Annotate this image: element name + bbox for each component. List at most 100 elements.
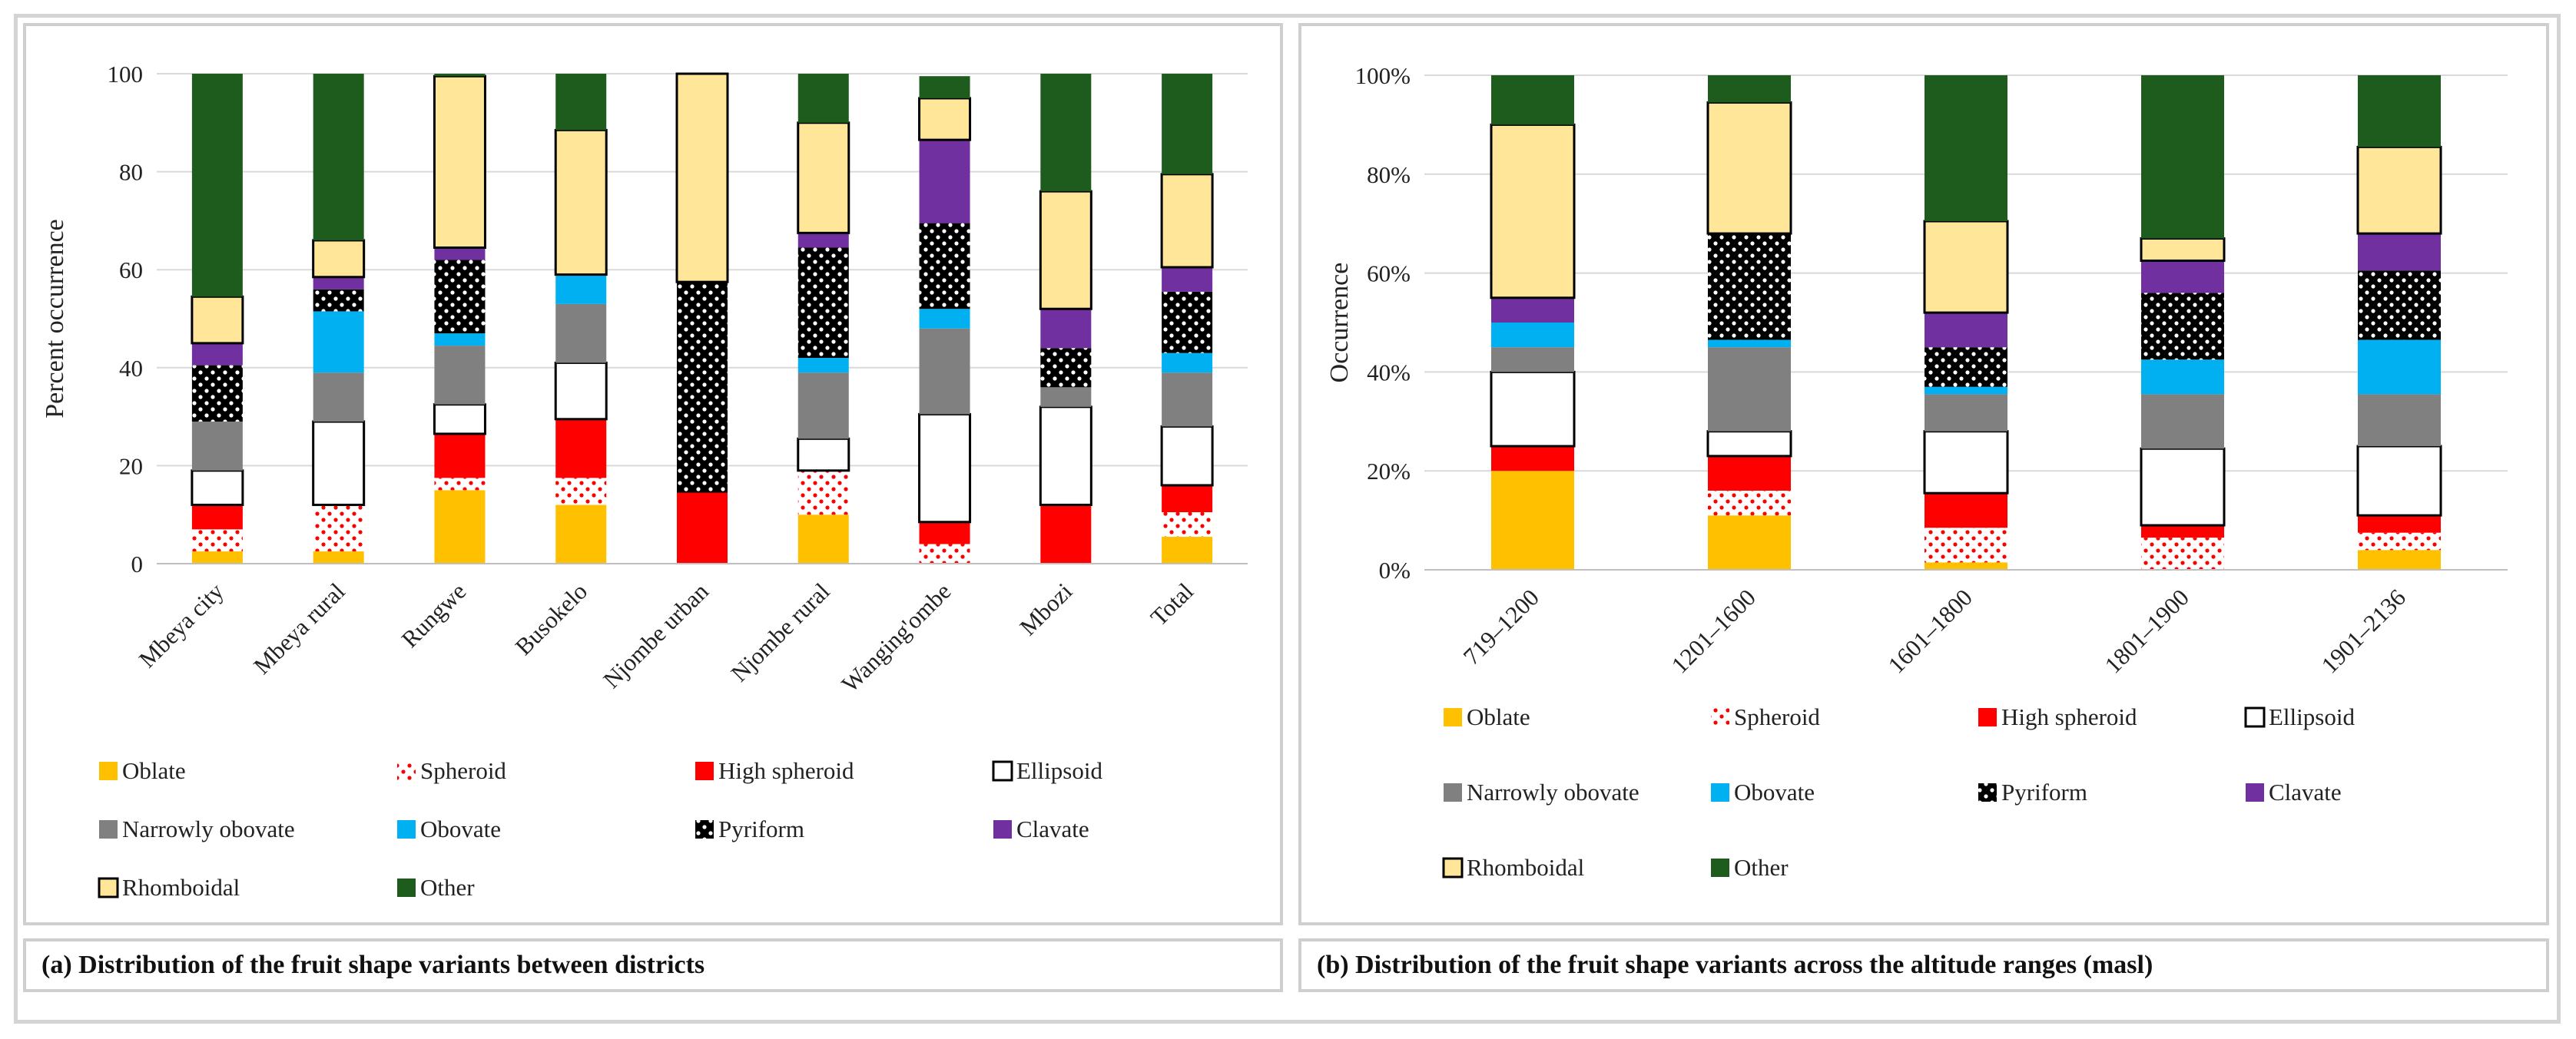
bar-segment-spheroid [1708,490,1791,516]
bar-segment-obovate [919,309,970,329]
bar-segment-narrowly-obovate [1491,347,1574,372]
bar-segment-clavate [313,276,364,290]
bar-segment-narrowly-obovate [555,303,607,363]
bar-segment-clavate [2358,233,2441,271]
bar-segment-ellipsoid [2356,445,2442,517]
bar-segment-other [313,74,364,240]
bar-segment-oblate [434,490,486,564]
legend-swatch-spheroid [397,762,416,780]
legend-label-spheroid: Spheroid [420,757,506,784]
legend-label-obovate: Obovate [1734,779,1815,806]
x-tick-label: Njombe urban [598,577,714,693]
y-axis-label: Percent occurrence [41,219,69,419]
bar-segment-pyriform [1040,348,1092,388]
bar-segment-clavate [2141,260,2224,293]
bar-segment-pyriform [1708,233,1791,340]
bar-segment-rhomboidal [1160,173,1214,269]
bar-segment-ellipsoid [554,361,608,421]
legend-swatch-other [397,879,416,897]
bar-segment-obovate [1162,352,1213,373]
chart-b-svg: 0% 20% 40% 60% 80% 100% Occurrence 719–1200 1201… [1325,62,2508,881]
x-tick-label: 1201–1600 [1666,584,1761,678]
bar-segment-ellipsoid [1039,405,1092,506]
bar-segment-ellipsoid [1490,370,1576,448]
legend-swatch-spheroid [1711,708,1729,726]
y-tick-label: 60% [1367,260,1411,287]
bar-segment-obovate [313,311,364,373]
caption-b-text: (b) Distribution of the fruit shape vari… [1317,951,2153,979]
bar-segment-rhomboidal [1490,123,1576,299]
bar-segment-pyriform [919,223,970,309]
bar-segment-other [797,74,849,123]
caption-a-text: (a) Distribution of the fruit shape vari… [41,951,705,979]
bar-segment-pyriform [797,247,849,359]
bar-segment-rhomboidal [1039,190,1092,310]
bar-segment-other [434,74,486,77]
legend-swatch-clavate [2246,783,2264,802]
bar-segment-clavate [191,342,243,366]
bar-segment-ellipsoid [918,412,972,524]
legend-label-clavate: Clavate [1016,816,1089,842]
bar-segment-other [555,74,607,131]
bar-segment-ellipsoid [433,403,486,435]
legend-label-rhomboidal: Rhomboidal [1467,854,1584,881]
bar-segment-rhomboidal [554,128,608,276]
x-tick-label: Rungwe [396,577,472,653]
legend-swatch-oblate [1444,708,1462,726]
bar-segment-rhomboidal [191,295,244,345]
bar-segment-clavate [1491,297,1574,323]
bar-segment-other [1040,74,1092,192]
bar-segment-obovate [797,358,849,373]
bar-segment-obovate [555,274,607,304]
bar-segment-clavate [1040,309,1092,349]
bar-segment-ellipsoid [1706,430,1792,458]
bar-segment-pyriform [434,260,486,334]
bar-segment-spheroid [434,478,486,491]
legend-swatch-rhomboidal [1442,857,1464,879]
x-tick-label: 1901–2136 [2316,584,2411,678]
bar-segment-pyriform [1925,347,2007,387]
caption-b: (b) Distribution of the fruit shape vari… [1298,938,2549,992]
bar-segment-high-spheroid [1162,485,1213,513]
bar-segment-narrowly-obovate [313,372,364,422]
legend-label-narrowly-obovate: Narrowly obovate [1467,779,1639,806]
legend-label-rhomboidal: Rhomboidal [122,874,240,901]
bar-segment-pyriform [2358,270,2441,340]
y-tick-label: 60 [119,256,143,283]
legend-swatch-ellipsoid [992,760,1013,782]
legend-swatch-high-spheroid [1978,708,1997,726]
legend-swatch-pyriform [695,820,714,839]
bar-segment-other [1491,75,1574,125]
x-tick-label: 719–1200 [1458,584,1544,670]
legend-swatch-ellipsoid [2244,706,2266,728]
x-tick-label: Total [1145,577,1198,630]
bar-segment-other [919,76,970,98]
bar-segment-obovate [2358,339,2441,395]
y-tick-label: 100 [108,61,144,88]
bar-segment-oblate [1925,562,2007,570]
bar-segment-rhomboidal [433,74,486,249]
bar-segment-rhomboidal [675,72,729,283]
bar-segment-rhomboidal [2356,145,2442,235]
bar-segment-pyriform [2141,293,2224,360]
legend-label-oblate: Oblate [1467,703,1530,730]
y-tick-label: 100% [1355,62,1411,89]
bar-segment-pyriform [191,365,243,422]
bar-segment-rhomboidal [1706,101,1792,235]
legend-swatch-obovate [397,820,416,839]
bar-segment-rhomboidal [1923,220,2009,314]
bar-segment-narrowly-obovate [797,372,849,439]
legend-label-high-spheroid: High spheroid [2001,703,2137,730]
legend-label-narrowly-obovate: Narrowly obovate [122,816,295,842]
bar-segment-high-spheroid [434,433,486,478]
bar-segment-clavate [434,247,486,260]
legend-swatch-obovate [1711,783,1729,802]
bar-segment-obovate [1708,339,1791,348]
bar-segment-other [2141,75,2224,239]
legend-label-high-spheroid: High spheroid [718,757,854,784]
bar-segment-oblate [797,515,849,564]
y-tick-label: 40 [119,355,143,382]
bar-segment-rhomboidal [797,121,850,234]
bar-segment-narrowly-obovate [191,421,243,471]
legend-swatch-other [1711,859,1729,877]
